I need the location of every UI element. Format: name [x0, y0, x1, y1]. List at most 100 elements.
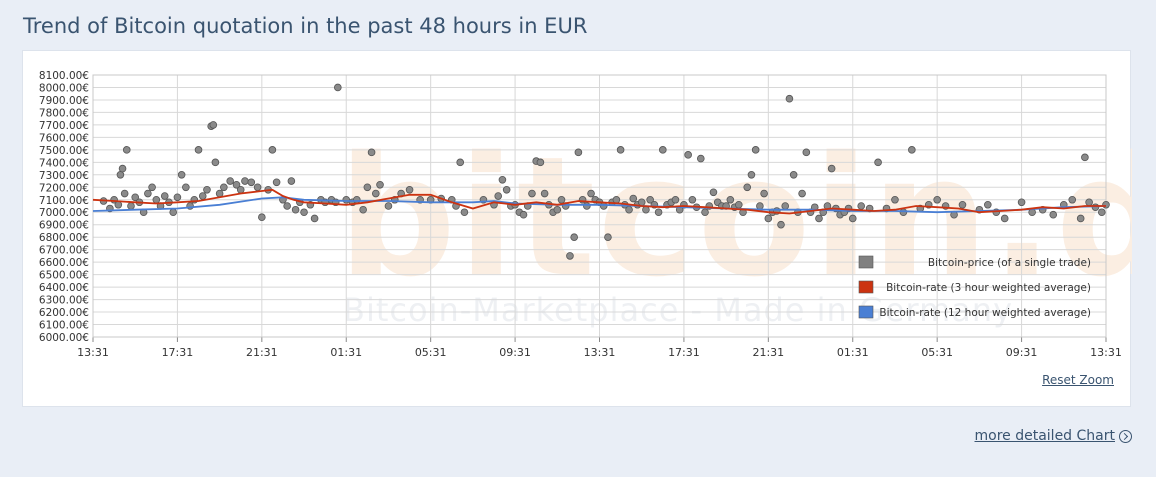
y-tick-label: 6500.00€: [39, 270, 89, 282]
price-point: [363, 183, 372, 192]
legend-swatch: [858, 305, 874, 319]
price-point: [789, 171, 798, 179]
x-tick-label: 01:31: [330, 346, 362, 359]
y-tick-label: 7200.00€: [39, 182, 89, 194]
price-point: [671, 195, 680, 204]
rate-3h-line: [92, 188, 1106, 215]
price-point: [220, 183, 228, 192]
price-point: [502, 185, 511, 194]
price-point: [120, 189, 129, 198]
price-point: [659, 146, 667, 154]
price-point: [272, 178, 281, 187]
y-tick-label: 7700.00€: [39, 120, 89, 132]
y-tick-label: 7900.00€: [39, 95, 89, 107]
price-point: [211, 158, 220, 167]
price-point: [232, 180, 241, 189]
price-point: [557, 195, 566, 204]
price-point: [798, 189, 806, 198]
y-tick-label: 6900.00€: [39, 220, 89, 232]
price-point: [258, 213, 266, 222]
price-point: [574, 148, 583, 157]
x-tick-label: 13:31: [584, 346, 616, 359]
y-tick-label: 8100.00€: [39, 70, 89, 82]
price-point: [376, 180, 384, 189]
y-tick-label: 7400.00€: [39, 157, 89, 169]
x-tick-label: 17:31: [162, 346, 194, 359]
price-point: [536, 158, 545, 167]
price-point: [291, 205, 300, 214]
reset-zoom-button[interactable]: Reset Zoom: [1042, 373, 1114, 387]
price-point: [781, 202, 790, 210]
x-tick-label: 09:31: [1006, 346, 1038, 359]
x-tick-label: 09:31: [499, 346, 531, 359]
price-point: [494, 192, 503, 200]
price-point: [160, 192, 169, 200]
legend-swatch: [858, 280, 874, 294]
price-point: [642, 205, 650, 214]
price-point: [764, 214, 773, 223]
legend-label: Bitcoin-rate (3 hour weighted average): [886, 282, 1091, 294]
price-point: [1102, 200, 1110, 209]
price-point: [241, 177, 249, 185]
x-tick-label: 21:31: [752, 346, 784, 359]
price-point: [342, 195, 351, 204]
price-point: [203, 185, 211, 194]
price-point: [874, 158, 882, 167]
price-point: [1000, 214, 1009, 223]
price-point: [236, 185, 245, 194]
price-point: [247, 178, 256, 187]
price-point: [226, 177, 234, 185]
price-point: [604, 233, 612, 241]
price-point: [498, 176, 507, 184]
price-point: [684, 151, 692, 159]
price-point: [1017, 198, 1026, 207]
legend-label: Bitcoin-rate (12 hour weighted average): [879, 307, 1091, 319]
price-point: [570, 233, 578, 241]
price-point: [116, 171, 125, 179]
price-point: [283, 202, 291, 210]
price-point: [1081, 153, 1089, 162]
y-tick-label: 6800.00€: [39, 232, 89, 244]
price-point: [405, 185, 414, 194]
chevron-right-circle-icon: [1119, 429, 1132, 443]
price-point: [114, 200, 123, 209]
x-tick-label: 13:31: [77, 346, 109, 359]
price-point: [310, 214, 319, 223]
price-point: [528, 189, 536, 198]
price-point: [456, 158, 465, 167]
price-point: [1085, 198, 1093, 207]
page-title: Trend of Bitcoin quotation in the past 4…: [23, 14, 588, 38]
price-point: [519, 210, 528, 219]
y-tick-label: 6000.00€: [39, 332, 89, 344]
price-point: [1049, 210, 1058, 219]
price-point: [629, 194, 638, 203]
y-tick-label: 6700.00€: [39, 245, 89, 257]
price-point: [148, 183, 156, 192]
price-point: [760, 189, 768, 198]
price-point: [827, 164, 836, 173]
price-point: [654, 208, 663, 217]
y-tick-label: 6100.00€: [39, 320, 89, 332]
price-point: [144, 189, 152, 198]
y-tick-label: 7000.00€: [39, 207, 89, 219]
price-point: [751, 146, 760, 154]
y-tick-label: 6600.00€: [39, 257, 89, 269]
price-point: [696, 154, 705, 163]
y-tick-label: 6200.00€: [39, 307, 89, 319]
price-point: [899, 208, 908, 217]
price-point: [625, 205, 633, 214]
price-point: [984, 200, 992, 209]
price-point: [734, 200, 743, 209]
more-detailed-chart-link[interactable]: more detailed Chart: [975, 428, 1132, 444]
price-point: [173, 193, 182, 202]
price-point: [815, 214, 823, 223]
y-tick-label: 7800.00€: [39, 107, 89, 119]
price-point: [300, 208, 308, 217]
chart[interactable]: 8100.00€8000.00€7900.00€7800.00€7700.00€…: [23, 51, 1132, 408]
price-point: [353, 195, 361, 204]
price-point: [688, 195, 697, 204]
x-tick-label: 01:31: [837, 346, 869, 359]
price-point: [287, 177, 296, 185]
price-point: [756, 202, 764, 210]
price-point: [131, 193, 140, 202]
